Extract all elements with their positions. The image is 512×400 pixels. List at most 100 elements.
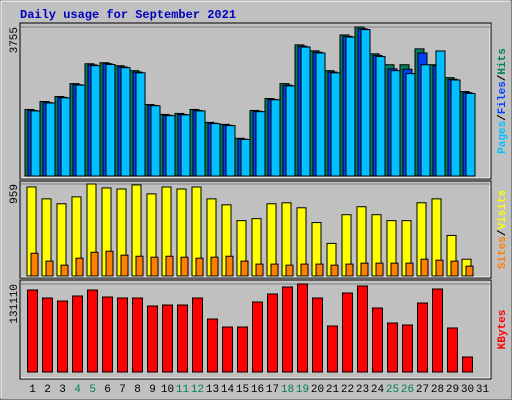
bar [327, 325, 338, 373]
bar [90, 65, 101, 177]
bar [150, 105, 161, 177]
bar [45, 260, 54, 277]
bar [330, 72, 341, 177]
bar [405, 262, 414, 277]
x-tick-label: 3 [59, 384, 66, 396]
bar [390, 262, 399, 277]
x-tick-label: 19 [296, 384, 309, 396]
bar [195, 110, 206, 177]
bar [117, 297, 128, 373]
bar [375, 56, 386, 177]
bar [240, 260, 249, 277]
x-tick-label: 26 [401, 384, 414, 396]
bar [375, 262, 384, 277]
bar [237, 326, 248, 373]
bar [315, 263, 324, 277]
bar [210, 256, 219, 277]
bar [27, 289, 38, 373]
x-tick-label: 4 [74, 384, 81, 396]
bar [207, 318, 218, 373]
bar [105, 250, 114, 277]
x-tick-label: 28 [431, 384, 444, 396]
x-tick-label: 15 [236, 384, 249, 396]
bar [30, 110, 41, 177]
bar [420, 64, 431, 177]
bar [90, 251, 99, 277]
bar [435, 259, 444, 277]
bar [195, 257, 204, 277]
bar [300, 263, 309, 277]
bar [180, 114, 191, 177]
bar [447, 327, 458, 373]
bar [297, 283, 308, 373]
bar [60, 264, 69, 277]
bar [120, 67, 131, 177]
bar [345, 263, 354, 277]
x-tick-label: 27 [416, 384, 429, 396]
bar [192, 297, 203, 373]
x-tick-label: 22 [341, 384, 354, 396]
bar [60, 97, 71, 177]
x-tick-label: 2 [44, 384, 51, 396]
bar [180, 256, 189, 277]
legend: Pages/Files/Hits [497, 48, 509, 154]
bar [72, 295, 83, 373]
x-tick-label: 18 [281, 384, 294, 396]
bar [45, 102, 56, 177]
bar [162, 304, 173, 373]
bar [420, 258, 429, 277]
legend-separator: / [497, 114, 509, 121]
x-tick-label: 20 [311, 384, 324, 396]
bar [240, 138, 251, 177]
legend-entry: Sites [497, 236, 509, 269]
x-tick-label: 24 [371, 384, 385, 396]
x-tick-label: 25 [386, 384, 399, 396]
bar [222, 326, 233, 373]
x-tick-label: 10 [161, 384, 174, 396]
bar [300, 46, 311, 177]
bar [330, 264, 339, 277]
bar [465, 92, 476, 177]
bar [132, 297, 143, 373]
bar [225, 125, 236, 177]
bar [390, 70, 401, 177]
bar [270, 263, 279, 277]
y-tick-label: 3755 [9, 27, 21, 53]
x-tick-label: 12 [191, 384, 204, 396]
bar [135, 255, 144, 277]
x-tick-label: 8 [134, 384, 141, 396]
bar [462, 356, 473, 373]
x-tick-label: 21 [326, 384, 340, 396]
legend: KBytes [497, 310, 509, 350]
x-tick-label: 31 [476, 384, 490, 396]
bar [315, 52, 326, 177]
bar [75, 84, 86, 177]
bar [57, 300, 68, 373]
bar [252, 301, 263, 373]
bar [105, 63, 116, 177]
bar [75, 257, 84, 277]
bar [402, 324, 413, 373]
legend-entry: Files [497, 81, 509, 114]
x-tick-label: 1 [29, 384, 36, 396]
x-tick-label: 13 [206, 384, 219, 396]
bar [165, 255, 174, 277]
bar [450, 260, 459, 277]
bar [360, 29, 371, 177]
x-tick-label: 11 [176, 384, 190, 396]
bar [417, 302, 428, 373]
bar [225, 255, 234, 277]
legend-entry: Pages [497, 121, 509, 154]
bar [342, 292, 353, 373]
bar [210, 123, 221, 177]
bar [282, 286, 293, 373]
bar [102, 296, 113, 373]
bar [135, 72, 146, 177]
x-tick-label: 5 [89, 384, 96, 396]
bar [267, 293, 278, 373]
legend: Sites/Visits [497, 190, 509, 269]
y-tick-label: 131110 [9, 284, 21, 324]
legend-separator: / [497, 229, 509, 236]
bar [255, 263, 264, 277]
